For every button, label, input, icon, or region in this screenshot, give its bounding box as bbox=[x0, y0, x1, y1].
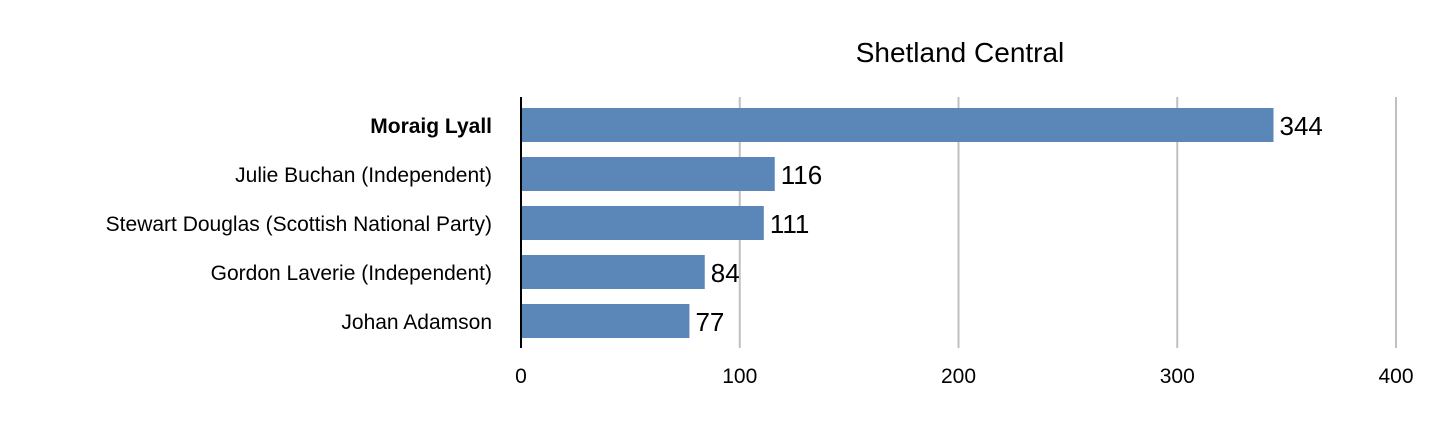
data-label-5: 77 bbox=[695, 307, 724, 337]
chart-title: Shetland Central bbox=[856, 37, 1065, 68]
bars bbox=[521, 108, 1274, 338]
x-tick-label-400: 400 bbox=[1378, 365, 1413, 388]
x-tick-label-0: 0 bbox=[515, 365, 527, 388]
x-tick-label-200: 200 bbox=[941, 365, 976, 388]
x-tick-label-100: 100 bbox=[722, 365, 757, 388]
category-label-3: Stewart Douglas (Scottish National Party… bbox=[106, 213, 492, 236]
bar-1 bbox=[521, 108, 1274, 142]
data-label-2: 116 bbox=[781, 160, 822, 190]
x-tick-label-300: 300 bbox=[1160, 365, 1195, 388]
category-label-1: Moraig Lyall bbox=[370, 115, 492, 138]
data-label-3: 111 bbox=[770, 209, 810, 239]
data-label-4: 84 bbox=[711, 258, 740, 288]
bar-2 bbox=[521, 157, 775, 191]
category-label-4: Gordon Laverie (Independent) bbox=[211, 262, 492, 285]
bar-5 bbox=[521, 304, 690, 338]
bar-4 bbox=[521, 255, 705, 289]
category-label-5: Johan Adamson bbox=[341, 311, 492, 334]
bar-3 bbox=[521, 206, 764, 240]
data-label-1: 344 bbox=[1280, 111, 1323, 141]
labels: 0 100 200 300 400 Moraig Lyall 344 Julie Buchan… bbox=[106, 111, 1414, 388]
category-label-2: Julie Buchan (Independent) bbox=[235, 164, 492, 187]
